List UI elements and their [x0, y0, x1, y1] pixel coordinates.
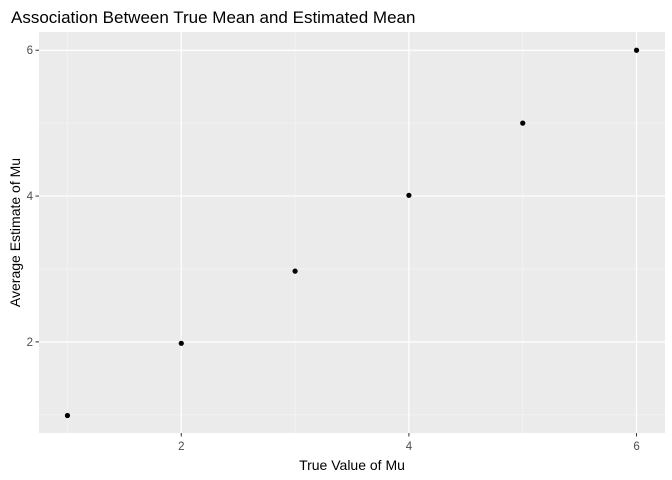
y-axis-ticks: 2 4 6	[27, 45, 39, 349]
x-tick-label: 6	[633, 441, 639, 453]
plot-panel	[39, 32, 665, 433]
data-point	[178, 340, 184, 346]
x-axis-title: True Value of Mu	[299, 457, 405, 473]
y-tick-label: 2	[27, 337, 33, 349]
data-points	[64, 47, 640, 419]
y-tick-label: 4	[27, 191, 34, 203]
chart-title: Association Between True Mean and Estima…	[11, 8, 415, 27]
major-gridlines	[39, 32, 665, 433]
data-point	[520, 120, 526, 126]
data-point	[64, 412, 71, 419]
x-axis-ticks: 2 4 6	[178, 433, 640, 453]
minor-gridlines	[39, 32, 665, 433]
y-axis-title: Average Estimate of Mu	[7, 158, 23, 307]
data-point	[633, 47, 640, 53]
data-point	[292, 268, 298, 274]
y-tick-label: 6	[27, 45, 33, 57]
x-tick-label: 4	[406, 441, 413, 453]
data-point	[406, 192, 412, 198]
x-tick-label: 2	[178, 441, 184, 453]
